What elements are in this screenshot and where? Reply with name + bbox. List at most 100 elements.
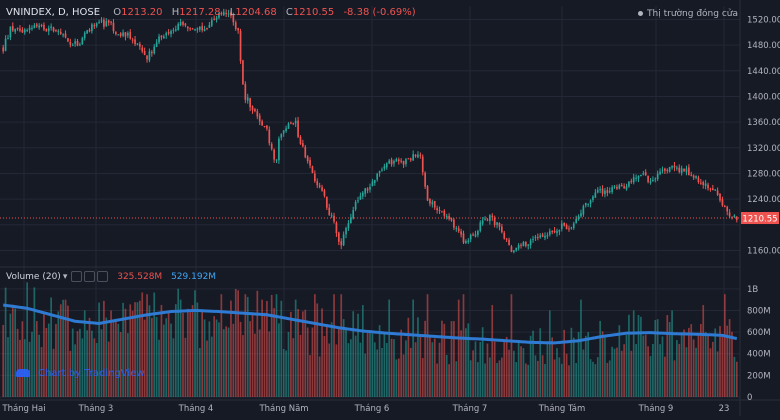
candle [560,223,563,229]
volume-bar [450,321,453,397]
volume-bar [438,342,441,397]
time-tick-label: Tháng Tám [538,404,586,414]
candle [678,167,681,173]
candle [19,28,21,31]
price-tick-label: 1280.00 [747,169,780,179]
volume-bar [203,319,206,397]
high-label: H [171,7,180,18]
volume-bar [580,299,582,397]
volume-bar [558,357,561,397]
volume-bar [47,323,50,397]
volume-bar [210,336,213,397]
candle [577,216,580,220]
candle [119,33,122,36]
candle [632,177,635,183]
candle [385,163,388,168]
candle [146,55,148,60]
volume-bar [337,328,340,397]
volume-bar [474,341,477,397]
volume-bar [577,332,580,397]
volume-bar [136,302,139,397]
eye-icon[interactable] [71,271,83,282]
volume-bar [570,327,573,397]
chevron-down-icon[interactable]: ▾ [62,272,68,282]
candle [100,20,103,22]
candle [735,216,738,220]
volume-bar [213,316,216,397]
settings-icon[interactable] [84,271,96,282]
candle [342,234,345,246]
candle [107,20,110,23]
candle [314,173,316,182]
candle [733,215,736,218]
volume-bar [170,323,172,397]
candle [270,143,273,149]
volume-bar [661,336,664,397]
candle [321,187,323,191]
volume-bar [318,356,321,397]
candle [477,231,479,235]
last-price-label: 1210.55 [742,215,777,225]
volume-bar [690,324,693,397]
volume-study-label[interactable]: Volume (20) [6,272,61,282]
volume-bar [393,339,395,397]
volume-bar [349,339,352,397]
candle [709,188,712,190]
tradingview-watermark[interactable]: Chart by TradingView [16,368,145,379]
candle [491,215,494,218]
volume-bar [162,324,165,397]
candle [302,143,304,147]
volume-bar [517,340,520,397]
volume-bar [508,349,510,397]
candle [608,191,611,193]
candle [529,240,532,246]
volume-bar [594,364,597,397]
price-tick-label: 1520.00 [747,15,780,25]
candle [486,219,489,221]
volume-bar [400,329,403,397]
volume-bar [673,360,676,397]
volume-bar [280,300,283,397]
candle [426,186,429,201]
candle [62,34,64,36]
candle [630,180,633,183]
candle [189,28,192,30]
candle [237,28,239,31]
volume-bar [505,336,508,397]
candle [330,215,333,217]
candle [508,239,510,246]
symbol-label[interactable]: VNINDEX, D, HOSE [6,7,101,18]
volume-bar [93,338,96,397]
candle [38,25,40,28]
candle [244,84,247,100]
volume-bar [477,362,479,397]
candle [311,166,314,174]
volume-bar [599,320,601,397]
candle [568,228,570,230]
volume-bar [309,355,311,397]
candle [493,218,496,226]
volume-bar [402,354,405,397]
volume-tick-label: 1B [747,285,758,295]
volume-bar [426,294,429,397]
candle [112,22,115,32]
price-tick-label: 1360.00 [747,118,780,128]
volume-bar [131,310,134,397]
candle [57,30,60,33]
volume-bar [587,332,590,397]
candle [611,187,613,192]
volume-bar [496,363,498,397]
price-tick-label: 1240.00 [747,195,780,205]
volume-bar [79,328,81,397]
candle [263,126,266,128]
volume-bar [220,294,223,397]
close-icon[interactable] [97,271,109,282]
volume-bar [184,337,187,397]
candle [443,210,446,216]
volume-bar [357,313,359,397]
volume-bar [201,311,204,397]
candle [43,24,45,30]
candle [4,38,7,51]
volume-bar [501,357,503,397]
candle [139,43,141,47]
